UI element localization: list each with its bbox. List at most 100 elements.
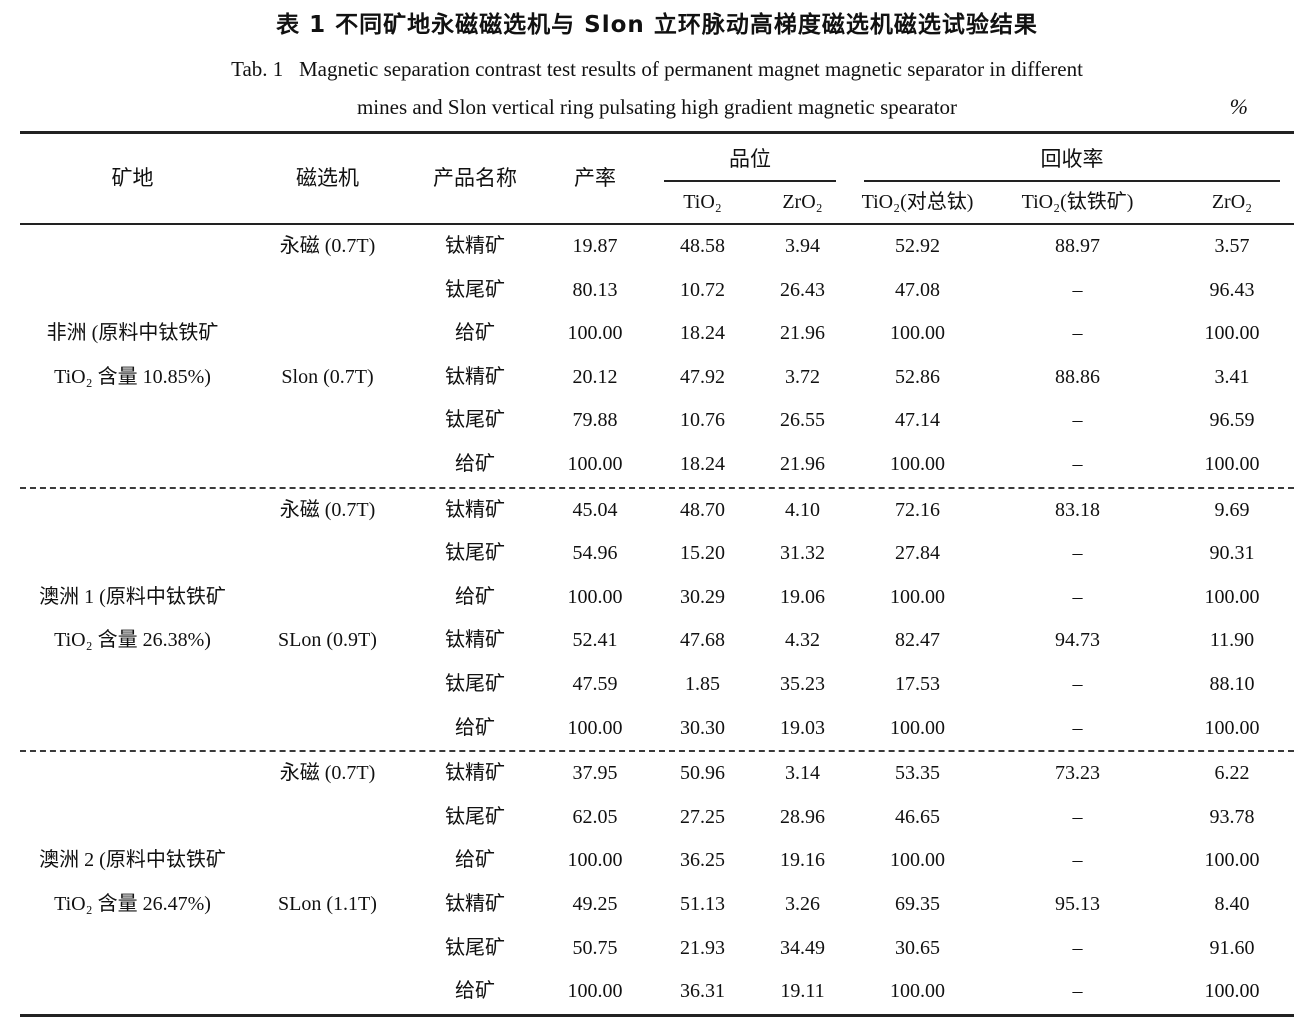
cell-product: 给矿	[455, 716, 495, 739]
mine-label: 非洲 (原料中钛铁矿 TiO₂ 含量 10.85%)	[20, 225, 245, 487]
cell-grade-tio2: 21.93	[680, 936, 725, 959]
cell-grade-tio2: 18.24	[680, 452, 725, 475]
cell-grade-zro2: 26.43	[780, 278, 825, 301]
header-recovery-group: 回收率 TiO₂(对总钛) TiO₂(钛铁矿) ZrO₂	[850, 134, 1294, 223]
cell-recovery-zro2: 100.00	[1204, 980, 1260, 1003]
header-grade-tio2: TiO₂	[683, 191, 722, 213]
cell-grade-zro2: 3.72	[785, 365, 820, 388]
cell-yield: 62.05	[572, 805, 618, 828]
cell-recovery-tio2-total: 100.00	[890, 849, 945, 872]
mine-label-line1: 澳洲 1 (原料中钛铁矿	[39, 585, 226, 608]
cell-grade-zro2: 19.16	[780, 849, 825, 872]
machine-rows: 钛精矿 52.41 47.68 4.32 82.47 94.73 11.90 钛…	[410, 619, 1294, 750]
cell-recovery-tio2-ilmenite: –	[1072, 672, 1083, 695]
cell-recovery-zro2: 100.00	[1204, 452, 1260, 475]
cell-recovery-zro2: 96.59	[1209, 409, 1255, 432]
table-row: 钛精矿 45.04 48.70 4.10 72.16 83.18 9.69	[410, 489, 1294, 533]
cell-recovery-tio2-total: 27.84	[895, 542, 940, 565]
table-row: 钛精矿 19.87 48.58 3.94 52.92 88.97 3.57	[410, 225, 1294, 269]
cell-recovery-tio2-ilmenite: –	[1072, 716, 1083, 739]
table-title-english-line1: Tab. 1 Magnetic separation contrast test…	[231, 57, 1083, 81]
cell-recovery-zro2: 100.00	[1204, 322, 1260, 345]
cell-product: 钛尾矿	[445, 936, 505, 959]
cell-grade-tio2: 36.25	[680, 849, 725, 872]
cell-grade-zro2: 21.96	[780, 322, 825, 345]
header-grade-group: 品位 TiO₂ ZrO₂	[650, 134, 850, 223]
table-row: 给矿 100.00 30.30 19.03 100.00 – 100.00	[410, 707, 1294, 751]
cell-recovery-zro2: 93.78	[1209, 805, 1255, 828]
machine-label: Slon (0.7T)	[281, 365, 374, 388]
cell-recovery-tio2-total: 52.92	[895, 235, 940, 257]
cell-grade-zro2: 3.14	[785, 762, 820, 785]
mine-label-line2: TiO₂ 含量 26.47%)	[54, 892, 211, 915]
table-title-chinese: 表 1 不同矿地永磁磁选机与 Slon 立环脉动高梯度磁选机磁选试验结果	[276, 12, 1038, 38]
cell-yield: 100.00	[567, 849, 623, 872]
cell-recovery-tio2-ilmenite: –	[1072, 936, 1083, 959]
cell-recovery-tio2-ilmenite: –	[1072, 980, 1083, 1003]
table-row: 钛精矿 37.95 50.96 3.14 53.35 73.23 6.22	[410, 752, 1294, 796]
machine-block-permanent: 永磁 (0.7T) 钛精矿 45.04 48.70 4.10 72.16 83.…	[245, 489, 1294, 620]
table-title-english-row2: mines and Slon vertical ring pulsating h…	[0, 94, 1314, 120]
cell-recovery-tio2-ilmenite: 88.97	[1055, 235, 1100, 257]
table-row: 钛精矿 49.25 51.13 3.26 69.35 95.13 8.40	[410, 883, 1294, 927]
header-recovery-subrow: TiO₂(对总钛) TiO₂(钛铁矿) ZrO₂	[850, 182, 1294, 223]
cell-recovery-tio2-total: 47.08	[895, 278, 940, 301]
cell-product: 给矿	[455, 322, 495, 345]
machine-block-permanent: 永磁 (0.7T) 钛精矿 37.95 50.96 3.14 53.35 73.…	[245, 752, 1294, 883]
cell-grade-tio2: 10.72	[680, 278, 725, 301]
cell-grade-zro2: 28.96	[780, 805, 825, 828]
cell-grade-zro2: 3.26	[785, 892, 820, 915]
table-row: 给矿 100.00 18.24 21.96 100.00 – 100.00	[410, 312, 1294, 356]
cell-recovery-tio2-total: 100.00	[890, 716, 945, 739]
cell-product: 给矿	[455, 849, 495, 872]
cell-yield: 80.13	[572, 278, 618, 301]
cell-grade-tio2: 50.96	[680, 762, 725, 785]
mine-group-africa: 非洲 (原料中钛铁矿 TiO₂ 含量 10.85%) 永磁 (0.7T) 钛精矿…	[20, 225, 1294, 487]
header-yield: 产率	[574, 166, 616, 190]
cell-recovery-zro2: 91.60	[1209, 936, 1255, 959]
cell-grade-tio2: 18.24	[680, 322, 725, 345]
table-title-english-line2: mines and Slon vertical ring pulsating h…	[356, 95, 958, 119]
cell-recovery-zro2: 88.10	[1209, 672, 1255, 695]
cell-recovery-zro2: 96.43	[1209, 278, 1255, 301]
cell-recovery-tio2-total: 47.14	[895, 409, 940, 432]
header-machine: 磁选机	[296, 166, 359, 190]
machine-block-slon: Slon (0.7T) 钛精矿 20.12 47.92 3.72 52.86 8…	[245, 356, 1294, 487]
cell-recovery-zro2: 9.69	[1214, 498, 1250, 521]
machine-rows: 钛精矿 20.12 47.92 3.72 52.86 88.86 3.41 钛尾…	[410, 356, 1294, 487]
machine-block-slon: SLon (0.9T) 钛精矿 52.41 47.68 4.32 82.47 9…	[245, 619, 1294, 750]
mine-label: 澳洲 1 (原料中钛铁矿 TiO₂ 含量 26.38%)	[20, 489, 245, 751]
mine-label-line2: TiO₂ 含量 26.38%)	[54, 629, 211, 652]
cell-product: 钛尾矿	[445, 542, 505, 565]
cell-recovery-tio2-ilmenite: –	[1072, 542, 1083, 565]
cell-yield: 79.88	[572, 409, 618, 432]
header-grade-label: 品位	[664, 134, 836, 182]
machine-block-slon: SLon (1.1T) 钛精矿 49.25 51.13 3.26 69.35 9…	[245, 883, 1294, 1014]
cell-grade-tio2: 1.85	[685, 672, 720, 695]
machine-rows: 钛精矿 45.04 48.70 4.10 72.16 83.18 9.69 钛尾…	[410, 489, 1294, 620]
cell-grade-zro2: 35.23	[780, 672, 825, 695]
machine-label: 永磁 (0.7T)	[279, 498, 376, 521]
machine-rows: 钛精矿 37.95 50.96 3.14 53.35 73.23 6.22 钛尾…	[410, 752, 1294, 883]
header-mine: 矿地	[111, 166, 154, 190]
mine-label-line2: TiO₂ 含量 10.85%)	[54, 365, 211, 388]
machine-rows: 钛精矿 49.25 51.13 3.26 69.35 95.13 8.40 钛尾…	[410, 883, 1294, 1014]
cell-grade-zro2: 4.32	[785, 629, 820, 652]
mine-label-line1: 澳洲 2 (原料中钛铁矿	[39, 849, 226, 872]
cell-recovery-tio2-total: 46.65	[895, 805, 940, 828]
cell-recovery-zro2: 100.00	[1204, 716, 1260, 739]
cell-grade-tio2: 48.58	[680, 235, 725, 257]
cell-recovery-tio2-total: 82.47	[895, 629, 940, 652]
cell-product: 钛尾矿	[445, 805, 505, 828]
cell-yield: 54.96	[572, 542, 618, 565]
cell-recovery-tio2-ilmenite: 88.86	[1055, 365, 1100, 388]
cell-grade-tio2: 30.29	[680, 585, 725, 608]
header-grade-subrow: TiO₂ ZrO₂	[650, 182, 850, 223]
table-row: 钛尾矿 47.59 1.85 35.23 17.53 – 88.10	[410, 663, 1294, 707]
cell-grade-zro2: 19.03	[780, 716, 825, 739]
cell-recovery-zro2: 8.40	[1214, 892, 1250, 915]
cell-product: 钛精矿	[445, 235, 505, 257]
cell-yield: 100.00	[567, 980, 623, 1003]
cell-recovery-tio2-total: 52.86	[895, 365, 940, 388]
cell-grade-tio2: 47.92	[680, 365, 725, 388]
